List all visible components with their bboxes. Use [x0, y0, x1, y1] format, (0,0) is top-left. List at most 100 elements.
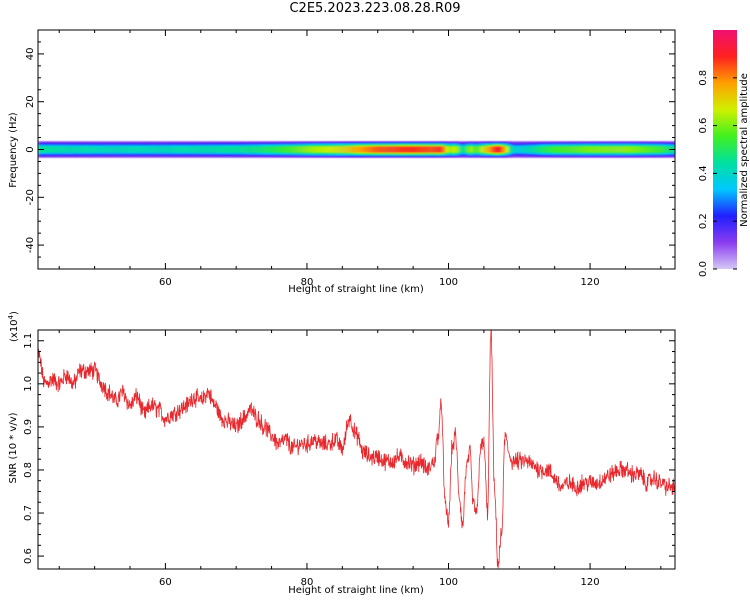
heatmap-cell	[94, 146, 99, 153]
heatmap-cell	[604, 146, 609, 153]
heatmap-cell	[108, 146, 113, 153]
heatmap-cell	[582, 146, 588, 153]
heatmap-cell	[122, 146, 128, 153]
heatmap-cell	[172, 146, 177, 153]
spectrogram-heatmap	[38, 141, 675, 158]
heatmap-cell	[91, 146, 96, 153]
snr-y-exponent-close: )	[9, 311, 20, 315]
heatmap-cell	[207, 146, 213, 153]
heatmap-cell	[643, 146, 648, 153]
heatmap-cell	[473, 146, 478, 153]
heatmap-cell	[338, 146, 343, 153]
heatmap-cell	[331, 146, 336, 153]
heatmap-cell	[611, 146, 616, 153]
heatmap-cell	[197, 146, 202, 153]
heatmap-cell	[66, 146, 71, 153]
heatmap-cell	[211, 146, 216, 153]
snr-x-tick-label: 80	[301, 577, 314, 588]
heatmap-cell	[317, 146, 322, 153]
heatmap-cell	[377, 146, 382, 153]
heatmap-cell	[179, 146, 184, 153]
heatmap-cell	[480, 146, 485, 153]
heatmap-cell	[204, 146, 209, 153]
heatmap-cell	[299, 146, 305, 153]
heatmap-cell	[501, 146, 506, 153]
heatmap-cell	[607, 146, 612, 153]
heatmap-cell	[505, 146, 510, 153]
heatmap-cell	[565, 146, 570, 153]
heatmap-cell	[48, 146, 53, 153]
heatmap-cell	[45, 146, 50, 153]
heatmap-cell	[158, 146, 163, 153]
heatmap-cell	[190, 146, 195, 153]
heatmap-cell	[126, 146, 131, 153]
heatmap-cell	[430, 146, 435, 153]
heatmap-cell	[646, 146, 651, 153]
snr-y-tick-label: 0.8	[23, 462, 34, 478]
heatmap-cell	[303, 146, 308, 153]
heatmap-cell	[193, 146, 198, 153]
heatmap-cell	[278, 146, 283, 153]
snr-line	[38, 330, 675, 569]
heatmap-cell	[586, 146, 591, 153]
heatmap-cell	[533, 146, 538, 153]
heatmap-cell	[119, 146, 124, 153]
heatmap-cell	[356, 146, 361, 153]
heatmap-cell	[636, 146, 641, 153]
heatmap-cell	[469, 146, 474, 153]
heatmap-cell	[409, 146, 414, 153]
heatmap-cell	[214, 146, 220, 153]
heatmap-cell	[441, 146, 446, 153]
heatmap-cell	[165, 146, 170, 153]
heatmap-cell	[144, 146, 149, 153]
heatmap-cell	[600, 146, 605, 153]
snr-x-tick-label: 60	[159, 577, 172, 588]
heatmap-cell	[650, 146, 655, 153]
heatmap-cell	[260, 146, 266, 153]
heatmap-cell	[250, 146, 255, 153]
spectrogram-y-tick-label: 20	[25, 95, 36, 108]
heatmap-cell	[657, 146, 662, 153]
heatmap-cell	[133, 146, 138, 153]
heatmap-cell	[253, 146, 259, 153]
heatmap-cell	[551, 146, 556, 153]
heatmap-cell	[271, 146, 276, 153]
snr-background	[38, 330, 675, 569]
heatmap-cell	[137, 146, 142, 153]
heatmap-cell	[370, 146, 375, 153]
heatmap-cell	[98, 146, 103, 153]
heatmap-cell	[105, 146, 110, 153]
snr-series	[38, 330, 675, 569]
snr-y-tick-label: 1.0	[23, 376, 34, 392]
heatmap-cell	[561, 146, 566, 153]
heatmap-cell	[614, 146, 619, 153]
snr-ticks: 60 80 100 120 0.6 0.7 0.8 0.9 1.0 1.1	[23, 330, 675, 588]
snr-y-tick-label: 0.7	[23, 505, 34, 521]
heatmap-cell	[275, 146, 280, 153]
heatmap-cell	[529, 146, 535, 153]
snr-frame	[37, 329, 676, 570]
heatmap-cell	[239, 146, 244, 153]
heatmap-cell	[349, 146, 354, 153]
heatmap-cell	[579, 146, 584, 153]
spectrogram-y-axis-label: Frequency (Hz)	[8, 112, 19, 188]
heatmap-cell	[76, 146, 82, 153]
heatmap-cell	[444, 146, 450, 153]
heatmap-cell	[328, 146, 333, 153]
heatmap-cell	[246, 146, 251, 153]
heatmap-cell	[151, 146, 156, 153]
heatmap-cell	[420, 146, 425, 153]
spectrogram-x-axis-label: Height of straight line (km)	[288, 284, 424, 295]
heatmap-cell	[448, 146, 453, 153]
snr-y-tick-label: 1.1	[23, 333, 34, 349]
colorbar-tick-label: 0.8	[698, 70, 709, 86]
spectrogram-y-tick-label: 0	[25, 146, 36, 152]
heatmap-cell	[335, 146, 340, 153]
colorbar-gradient	[713, 30, 737, 269]
heatmap-cell	[87, 146, 92, 153]
heatmap-cell	[483, 146, 489, 153]
heatmap-cell	[130, 146, 135, 153]
heatmap-cell	[466, 146, 471, 153]
heatmap-cell	[498, 146, 503, 153]
